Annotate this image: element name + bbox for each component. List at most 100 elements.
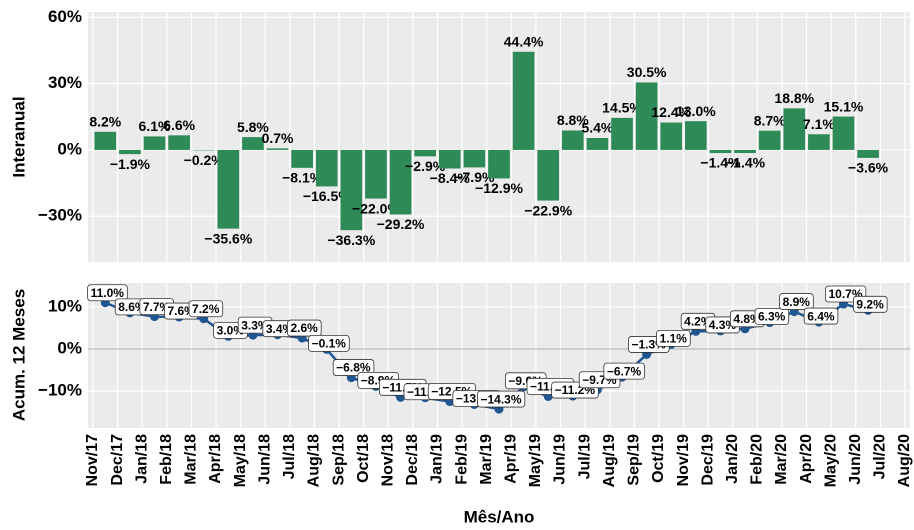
x-tick-label: Jan/18 <box>133 434 150 484</box>
label-box: 11.0% <box>87 284 128 302</box>
data-label: 8.8% <box>557 112 589 128</box>
data-label: −22.9% <box>524 202 572 218</box>
label-bg <box>477 390 526 408</box>
bar <box>488 149 510 179</box>
y-tick-label: 0% <box>57 338 82 357</box>
data-label: 3.0% <box>217 324 245 338</box>
data-label: −3.6% <box>848 160 889 176</box>
data-label: 6.4% <box>807 309 835 323</box>
x-tick-label: May/20 <box>822 434 839 487</box>
data-label: 18.8% <box>774 90 814 106</box>
data-label: 8.6% <box>118 300 146 314</box>
x-tick-label: Nov/19 <box>675 434 692 487</box>
data-label: −7.9% <box>454 169 495 185</box>
x-tick-label: Sep/18 <box>330 434 347 486</box>
data-label: 14.5% <box>602 100 642 116</box>
data-label: 5.8% <box>237 119 269 135</box>
y-tick-label: −30% <box>38 206 82 225</box>
bar <box>168 135 190 150</box>
x-tick-label: Nov/18 <box>379 434 396 487</box>
bar <box>611 117 633 150</box>
x-tick-label: Jun/20 <box>847 434 864 485</box>
label-box: 7.2% <box>188 300 224 318</box>
bar <box>758 130 781 150</box>
data-label: −8.1% <box>282 170 323 186</box>
bar <box>365 149 387 199</box>
bar <box>635 82 658 150</box>
label-bg <box>754 308 790 325</box>
label-bg <box>853 295 888 313</box>
bar <box>537 149 560 201</box>
data-label: 30.5% <box>627 64 667 80</box>
x-axis-title: Mês/Ano <box>464 507 535 526</box>
data-label: 7.1% <box>803 116 835 132</box>
bar <box>94 131 117 150</box>
label-box: 1.1% <box>656 329 691 347</box>
data-label: −2.9% <box>405 158 446 174</box>
label-bg <box>188 300 224 318</box>
label-box: 2.6% <box>287 319 322 337</box>
y-tick-label: 30% <box>48 73 82 92</box>
data-label: 4.3% <box>709 318 737 332</box>
data-label: −16.5% <box>303 188 351 204</box>
data-label: −0.1% <box>312 337 347 351</box>
bar <box>709 149 732 154</box>
bar <box>783 108 806 150</box>
bar <box>685 121 707 150</box>
x-tick-label: Mar/18 <box>183 434 200 485</box>
data-label: 8.7% <box>754 112 786 128</box>
bar <box>266 148 289 150</box>
data-label: 44.4% <box>504 33 544 49</box>
x-tick-label: May/18 <box>232 434 249 487</box>
bar <box>808 134 830 150</box>
data-label: −14.3% <box>480 392 521 406</box>
x-tick-label: Jan/19 <box>429 434 446 484</box>
x-tick-label: Apr/19 <box>503 434 520 484</box>
data-label: 9.2% <box>856 297 884 311</box>
label-box: 8.9% <box>779 293 814 310</box>
data-label: 6.3% <box>758 310 786 324</box>
x-tick-label: Mar/19 <box>478 434 495 485</box>
x-tick-label: Jun/18 <box>256 434 273 485</box>
x-tick-label: Jul/19 <box>576 434 593 479</box>
x-tick-label: Feb/20 <box>749 434 766 485</box>
label-box: 6.3% <box>754 308 790 325</box>
data-label: 2.6% <box>290 321 318 335</box>
bar <box>119 149 141 155</box>
label-bg <box>87 284 128 302</box>
label-bg <box>779 293 814 310</box>
x-tick-label: Jul/18 <box>281 434 298 479</box>
label-bg <box>656 329 691 347</box>
data-label: 7.2% <box>192 302 220 316</box>
label-box: −0.1% <box>308 335 350 352</box>
bar <box>857 149 879 158</box>
bar <box>217 149 240 229</box>
x-tick-label: Aug/19 <box>601 434 618 487</box>
data-label: 12.4% <box>651 104 691 120</box>
data-label: −36.3% <box>327 232 375 248</box>
data-label: 4.2% <box>684 315 712 329</box>
data-label: 8.9% <box>783 295 811 309</box>
bar <box>291 149 313 168</box>
bar <box>734 149 756 154</box>
label-box: −6.7% <box>603 362 645 380</box>
y-tick-label: −10% <box>38 380 82 399</box>
data-label: 3.4% <box>266 322 294 336</box>
y-axis-title: Acum. 12 Meses <box>9 289 28 421</box>
bar <box>414 149 437 157</box>
x-tick-label: Apr/18 <box>207 434 224 484</box>
bar <box>340 149 363 231</box>
bar <box>315 149 338 187</box>
data-label: 15.1% <box>824 98 864 114</box>
x-tick-label: Oct/19 <box>650 434 667 483</box>
bar <box>242 137 264 150</box>
x-tick-label: Sep/19 <box>626 434 643 486</box>
label-box: −14.3% <box>477 390 526 408</box>
bar <box>389 149 412 215</box>
x-tick-label: Oct/18 <box>355 434 372 483</box>
x-tick-label: Mar/20 <box>773 434 790 485</box>
x-tick-label: Dec/19 <box>699 434 716 486</box>
x-tick-label: Jan/20 <box>724 434 741 484</box>
